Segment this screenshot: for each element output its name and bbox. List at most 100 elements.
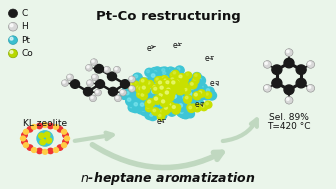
- Circle shape: [121, 80, 129, 88]
- Circle shape: [296, 65, 306, 74]
- Circle shape: [167, 104, 178, 114]
- Circle shape: [179, 93, 188, 102]
- Circle shape: [175, 81, 183, 89]
- Circle shape: [137, 91, 144, 98]
- Circle shape: [160, 76, 168, 84]
- Circle shape: [164, 79, 173, 88]
- Circle shape: [159, 90, 162, 93]
- Circle shape: [155, 90, 164, 99]
- Circle shape: [263, 84, 271, 92]
- Circle shape: [167, 99, 175, 106]
- Circle shape: [44, 132, 50, 137]
- Circle shape: [186, 73, 188, 75]
- Circle shape: [146, 110, 155, 119]
- Text: Sel. 89%: Sel. 89%: [269, 113, 309, 122]
- Circle shape: [153, 76, 162, 85]
- Circle shape: [61, 143, 67, 148]
- Circle shape: [165, 80, 169, 84]
- Circle shape: [147, 87, 150, 90]
- Text: e$^-$: e$^-$: [204, 54, 216, 64]
- Circle shape: [108, 72, 117, 81]
- Circle shape: [164, 74, 173, 83]
- Circle shape: [287, 50, 289, 53]
- Circle shape: [170, 78, 179, 86]
- Circle shape: [194, 82, 202, 90]
- Circle shape: [184, 96, 192, 103]
- Circle shape: [162, 100, 165, 103]
- Circle shape: [161, 77, 164, 80]
- Circle shape: [285, 96, 293, 104]
- Circle shape: [131, 101, 139, 108]
- Circle shape: [197, 89, 201, 92]
- Circle shape: [181, 87, 189, 94]
- Circle shape: [160, 84, 169, 93]
- Circle shape: [169, 68, 178, 77]
- Circle shape: [90, 59, 97, 65]
- Circle shape: [105, 68, 107, 70]
- Circle shape: [10, 37, 13, 40]
- Circle shape: [142, 86, 145, 89]
- Circle shape: [165, 106, 167, 109]
- Circle shape: [171, 93, 181, 103]
- Circle shape: [187, 94, 197, 103]
- Circle shape: [182, 79, 190, 86]
- Circle shape: [8, 22, 17, 31]
- Circle shape: [183, 94, 186, 97]
- Circle shape: [167, 88, 171, 91]
- Circle shape: [141, 79, 144, 82]
- Circle shape: [174, 80, 177, 83]
- Circle shape: [146, 99, 155, 107]
- Circle shape: [91, 96, 93, 98]
- Circle shape: [86, 80, 93, 86]
- Circle shape: [196, 105, 198, 107]
- Circle shape: [296, 78, 306, 88]
- Circle shape: [173, 108, 176, 110]
- Circle shape: [287, 98, 289, 100]
- Circle shape: [155, 97, 158, 100]
- Circle shape: [153, 89, 162, 98]
- Circle shape: [191, 84, 201, 93]
- Circle shape: [158, 112, 161, 115]
- Circle shape: [176, 82, 184, 90]
- Circle shape: [179, 84, 186, 91]
- Circle shape: [162, 69, 165, 71]
- Circle shape: [177, 108, 186, 117]
- Circle shape: [200, 89, 208, 98]
- Circle shape: [168, 96, 171, 99]
- Circle shape: [150, 72, 160, 82]
- Circle shape: [152, 69, 155, 72]
- Circle shape: [178, 109, 182, 112]
- Circle shape: [171, 78, 174, 80]
- Circle shape: [145, 100, 152, 107]
- Circle shape: [179, 81, 182, 84]
- Circle shape: [153, 89, 162, 97]
- Circle shape: [67, 74, 74, 81]
- Circle shape: [198, 78, 201, 81]
- Circle shape: [194, 93, 197, 96]
- Circle shape: [163, 86, 171, 94]
- Circle shape: [178, 81, 185, 88]
- Circle shape: [193, 76, 196, 79]
- Circle shape: [152, 105, 160, 113]
- Circle shape: [159, 94, 162, 96]
- Circle shape: [172, 106, 180, 114]
- Circle shape: [151, 91, 160, 100]
- Circle shape: [178, 80, 186, 88]
- Circle shape: [142, 94, 146, 97]
- Circle shape: [183, 88, 186, 92]
- Circle shape: [200, 85, 203, 88]
- Circle shape: [191, 77, 199, 85]
- Circle shape: [151, 83, 155, 86]
- Circle shape: [192, 77, 199, 84]
- Circle shape: [170, 102, 173, 105]
- Circle shape: [177, 77, 184, 84]
- Circle shape: [141, 85, 149, 93]
- Circle shape: [272, 78, 282, 88]
- Circle shape: [159, 87, 163, 91]
- Circle shape: [196, 88, 204, 95]
- Circle shape: [162, 77, 165, 79]
- Circle shape: [162, 79, 165, 82]
- Circle shape: [138, 83, 141, 85]
- Circle shape: [285, 49, 293, 56]
- Circle shape: [178, 108, 188, 118]
